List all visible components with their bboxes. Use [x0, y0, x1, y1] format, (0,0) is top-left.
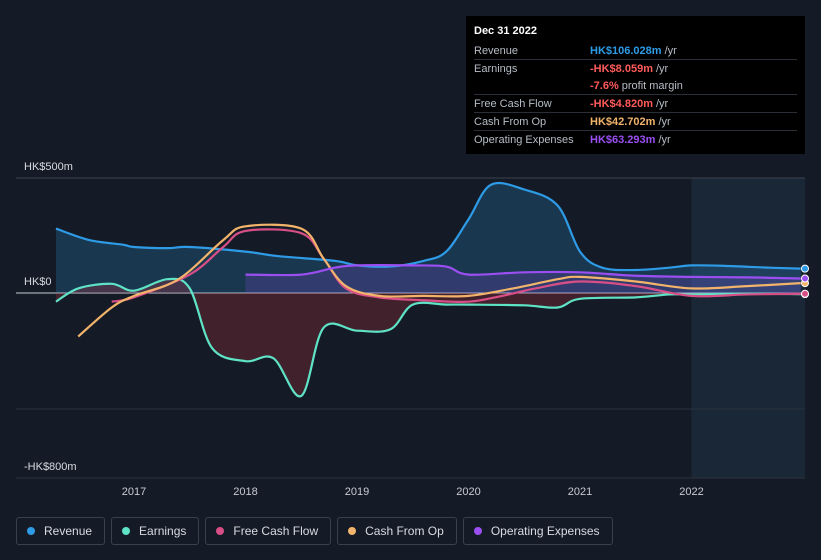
y-label-top: HK$500m: [24, 161, 73, 173]
tooltip-row: Revenue HK$106.028m/yr: [474, 42, 797, 59]
x-tick-2018: 2018: [233, 486, 257, 498]
operating-expenses-line: [245, 264, 801, 280]
tooltip-rows: Revenue HK$106.028m/yr Earnings -HK$8.059m /…: [474, 42, 797, 148]
forecast-region: [691, 178, 805, 478]
tooltip-row-label: Operating Expenses: [474, 133, 574, 146]
tooltip-row-value: HK$42.702m: [590, 115, 656, 128]
chart-grid: [16, 177, 805, 479]
x-tick-2019: 2019: [345, 486, 369, 498]
tooltip-row-unit: /yr: [658, 133, 671, 146]
tooltip-row-label: Earnings: [474, 62, 518, 75]
legend-item-cash-from-op[interactable]: Cash From Op: [337, 517, 457, 545]
tooltip-row: Cash From Op HK$42.702m/yr: [474, 112, 797, 130]
legend-label: Operating Expenses: [490, 524, 600, 538]
tooltip-row-value: HK$63.293m: [590, 133, 656, 146]
legend-dot-icon: [27, 527, 35, 535]
tooltip-row-unit: /yr: [655, 97, 669, 110]
legend-item-earnings[interactable]: Earnings: [111, 517, 200, 545]
chart-legend: Revenue Earnings Free Cash Flow Cash From O…: [16, 517, 619, 545]
tooltip-row-unit: /yr: [658, 115, 671, 128]
tooltip-row: Earnings -HK$8.059m/yr: [474, 59, 797, 77]
free-cash-flow-line: [111, 228, 801, 303]
x-axis-labels: 2017 2018 2019 2020 2021 2022: [122, 486, 704, 498]
tooltip-row-label: Revenue: [474, 44, 519, 57]
legend-dot-icon: [216, 527, 225, 535]
legend-dot-icon: [348, 527, 357, 535]
y-label-zero: HK$0: [24, 276, 52, 288]
legend-item-operating-expenses[interactable]: Operating Expenses: [462, 517, 613, 545]
y-label-bottom: -HK$800m: [24, 461, 77, 473]
cash-from-op-line: [77, 223, 801, 338]
revenue-line: [55, 181, 801, 272]
legend-dot-icon: [473, 527, 482, 535]
legend-label: Free Cash Flow: [233, 524, 319, 538]
revenue-end-marker: [801, 264, 809, 273]
series-fills: [55, 183, 801, 397]
x-tick-2021: 2021: [568, 486, 592, 498]
legend-item-free-cash-flow[interactable]: Free Cash Flow: [205, 517, 332, 545]
legend-label: Earnings: [139, 524, 187, 538]
earnings-area: [55, 278, 801, 397]
tooltip-date: Dec 31 2022: [474, 25, 537, 37]
tooltip-row-unit: profit margin: [621, 79, 683, 92]
y-axis-labels: HK$500m HK$0 -HK$800m: [24, 161, 77, 473]
tooltip-row: Free Cash Flow -HK$4.820m/yr: [474, 94, 797, 112]
earnings-line: [55, 277, 801, 398]
series-lines: [55, 181, 801, 398]
tooltip-row: Operating Expenses HK$63.293m/yr: [474, 130, 797, 148]
tooltip-row-unit: /yr: [664, 44, 677, 57]
tooltip-row-value: -7.6%: [590, 79, 619, 92]
x-tick-2022: 2022: [679, 486, 703, 498]
tooltip-row-value: -HK$4.820m: [590, 97, 653, 110]
tooltip-row-unit: /yr: [655, 62, 669, 75]
x-tick-2020: 2020: [456, 486, 480, 498]
tooltip-row: -7.6% profit margin: [474, 77, 797, 94]
x-tick-2017: 2017: [122, 486, 146, 498]
legend-dot-icon: [122, 527, 131, 535]
series-end-markers: [801, 264, 809, 299]
tooltip-row-label: Free Cash Flow: [474, 97, 552, 110]
legend-label: Cash From Op: [365, 524, 444, 538]
tooltip-row-value: -HK$8.059m: [590, 62, 653, 75]
tooltip-row-label: Cash From Op: [474, 115, 547, 128]
revenue-area: [55, 183, 801, 293]
legend-label: Revenue: [44, 524, 93, 538]
free-cash-flow-end-marker: [801, 289, 809, 298]
operating-expenses-end-marker: [801, 274, 809, 283]
tooltip-row-value: HK$106.028m: [590, 44, 662, 57]
data-tooltip: Dec 31 2022 Revenue HK$106.028m/yr Earning…: [466, 16, 805, 154]
legend-item-revenue[interactable]: Revenue: [16, 517, 106, 545]
